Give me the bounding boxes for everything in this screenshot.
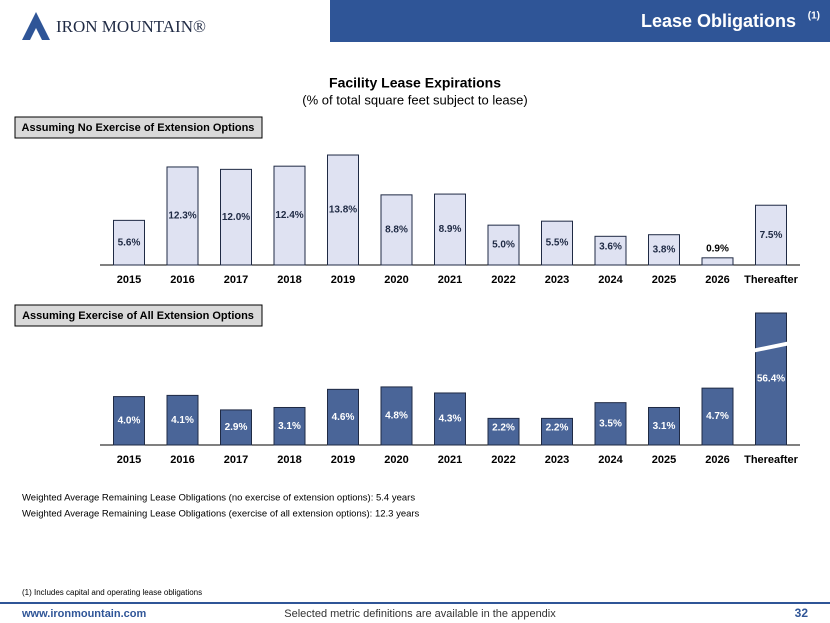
logo-mark-inner (30, 28, 42, 40)
x-tick-label: 2022 (491, 454, 515, 466)
bar (434, 392, 466, 446)
logo-mark (22, 12, 50, 40)
page-number: 32 (795, 606, 809, 620)
value-label: 3.1% (653, 421, 676, 432)
bar (648, 234, 680, 266)
bar (648, 406, 680, 446)
x-tick-label: 2015 (117, 274, 141, 286)
x-tick-label: 2026 (705, 274, 729, 286)
footer-text: Selected metric definitions are availabl… (284, 608, 556, 620)
x-tick-label: 2023 (545, 274, 569, 286)
value-label: 7.5% (760, 230, 783, 241)
value-label: 3.8% (653, 244, 676, 255)
x-tick-label: Thereafter (744, 274, 799, 286)
bar (701, 257, 734, 266)
value-label: 4.0% (118, 415, 141, 426)
bar (594, 402, 627, 446)
bar (113, 396, 145, 446)
bar (594, 235, 627, 266)
value-label: 56.4% (757, 374, 785, 385)
section-subtitle: (% of total square feet subject to lease… (302, 92, 527, 107)
bar (220, 168, 252, 266)
x-tick-label: 2019 (331, 454, 355, 466)
panel-title-box (14, 304, 263, 327)
note: Weighted Average Remaining Lease Obligat… (22, 493, 415, 504)
x-tick-label: Thereafter (744, 454, 799, 466)
bar (273, 165, 306, 266)
footer-url: www.ironmountain.com (21, 608, 146, 620)
x-tick-label: 2021 (438, 454, 462, 466)
bar (113, 219, 145, 266)
value-label: 12.3% (168, 211, 196, 222)
value-label: 12.0% (222, 212, 250, 223)
value-label: 0.9% (706, 244, 729, 255)
x-tick-label: 2022 (491, 274, 515, 286)
title-note: (1) (808, 11, 820, 22)
value-label: 4.7% (706, 411, 729, 422)
value-label: 13.8% (329, 205, 357, 216)
note: Weighted Average Remaining Lease Obligat… (22, 509, 420, 520)
header-band (330, 0, 830, 42)
value-label: 4.1% (171, 415, 194, 426)
section-title: Facility Lease Expirations (329, 75, 501, 91)
x-tick-label: 2026 (705, 454, 729, 466)
x-tick-label: 2017 (224, 454, 248, 466)
x-tick-label: 2021 (438, 274, 462, 286)
panel-title-box (14, 116, 263, 139)
footnote: (1) Includes capital and operating lease… (22, 588, 202, 597)
bar (755, 312, 787, 446)
x-tick-label: 2018 (277, 454, 301, 466)
bar (701, 387, 734, 446)
value-label: 2.2% (492, 422, 515, 433)
slide-title: Lease Obligations (641, 11, 796, 31)
bar (166, 166, 199, 266)
panel-title: Assuming No Exercise of Extension Option… (22, 122, 255, 134)
bar (220, 409, 252, 446)
logo: IRON MOUNTAIN® (56, 17, 206, 36)
value-label: 3.1% (278, 421, 301, 432)
value-label: 4.8% (385, 411, 408, 422)
x-tick-label: 2025 (652, 454, 676, 466)
bar (487, 417, 520, 446)
bar (487, 224, 520, 266)
value-label: 8.8% (385, 225, 408, 236)
value-label: 3.6% (599, 241, 622, 252)
value-label: 5.6% (118, 237, 141, 248)
x-tick-label: 2015 (117, 454, 141, 466)
x-tick-label: 2019 (331, 274, 355, 286)
bar (434, 193, 466, 266)
value-label: 2.9% (225, 422, 248, 433)
value-label: 4.3% (439, 414, 462, 425)
bar (327, 388, 359, 446)
value-label: 2.2% (546, 422, 569, 433)
value-label: 12.4% (275, 210, 303, 221)
panel-title: Assuming Exercise of All Extension Optio… (22, 310, 254, 322)
x-tick-label: 2024 (598, 454, 623, 466)
bar (380, 194, 413, 266)
axis-break (751, 341, 791, 353)
x-tick-label: 2016 (170, 454, 194, 466)
x-tick-label: 2020 (384, 274, 408, 286)
bar (273, 406, 306, 446)
value-label: 5.5% (546, 238, 569, 249)
x-tick-label: 2023 (545, 454, 569, 466)
bar (327, 154, 359, 266)
x-tick-label: 2020 (384, 454, 408, 466)
bar (380, 386, 413, 446)
x-tick-label: 2024 (598, 274, 623, 286)
bar (541, 417, 573, 446)
bar (755, 204, 787, 266)
x-tick-label: 2018 (277, 274, 301, 286)
value-label: 3.5% (599, 418, 622, 429)
x-tick-label: 2016 (170, 274, 194, 286)
x-tick-label: 2025 (652, 274, 676, 286)
x-tick-label: 2017 (224, 274, 248, 286)
value-label: 5.0% (492, 240, 515, 251)
value-label: 4.6% (332, 412, 355, 423)
value-label: 8.9% (439, 224, 462, 235)
bar (541, 220, 573, 266)
bar (166, 394, 199, 446)
